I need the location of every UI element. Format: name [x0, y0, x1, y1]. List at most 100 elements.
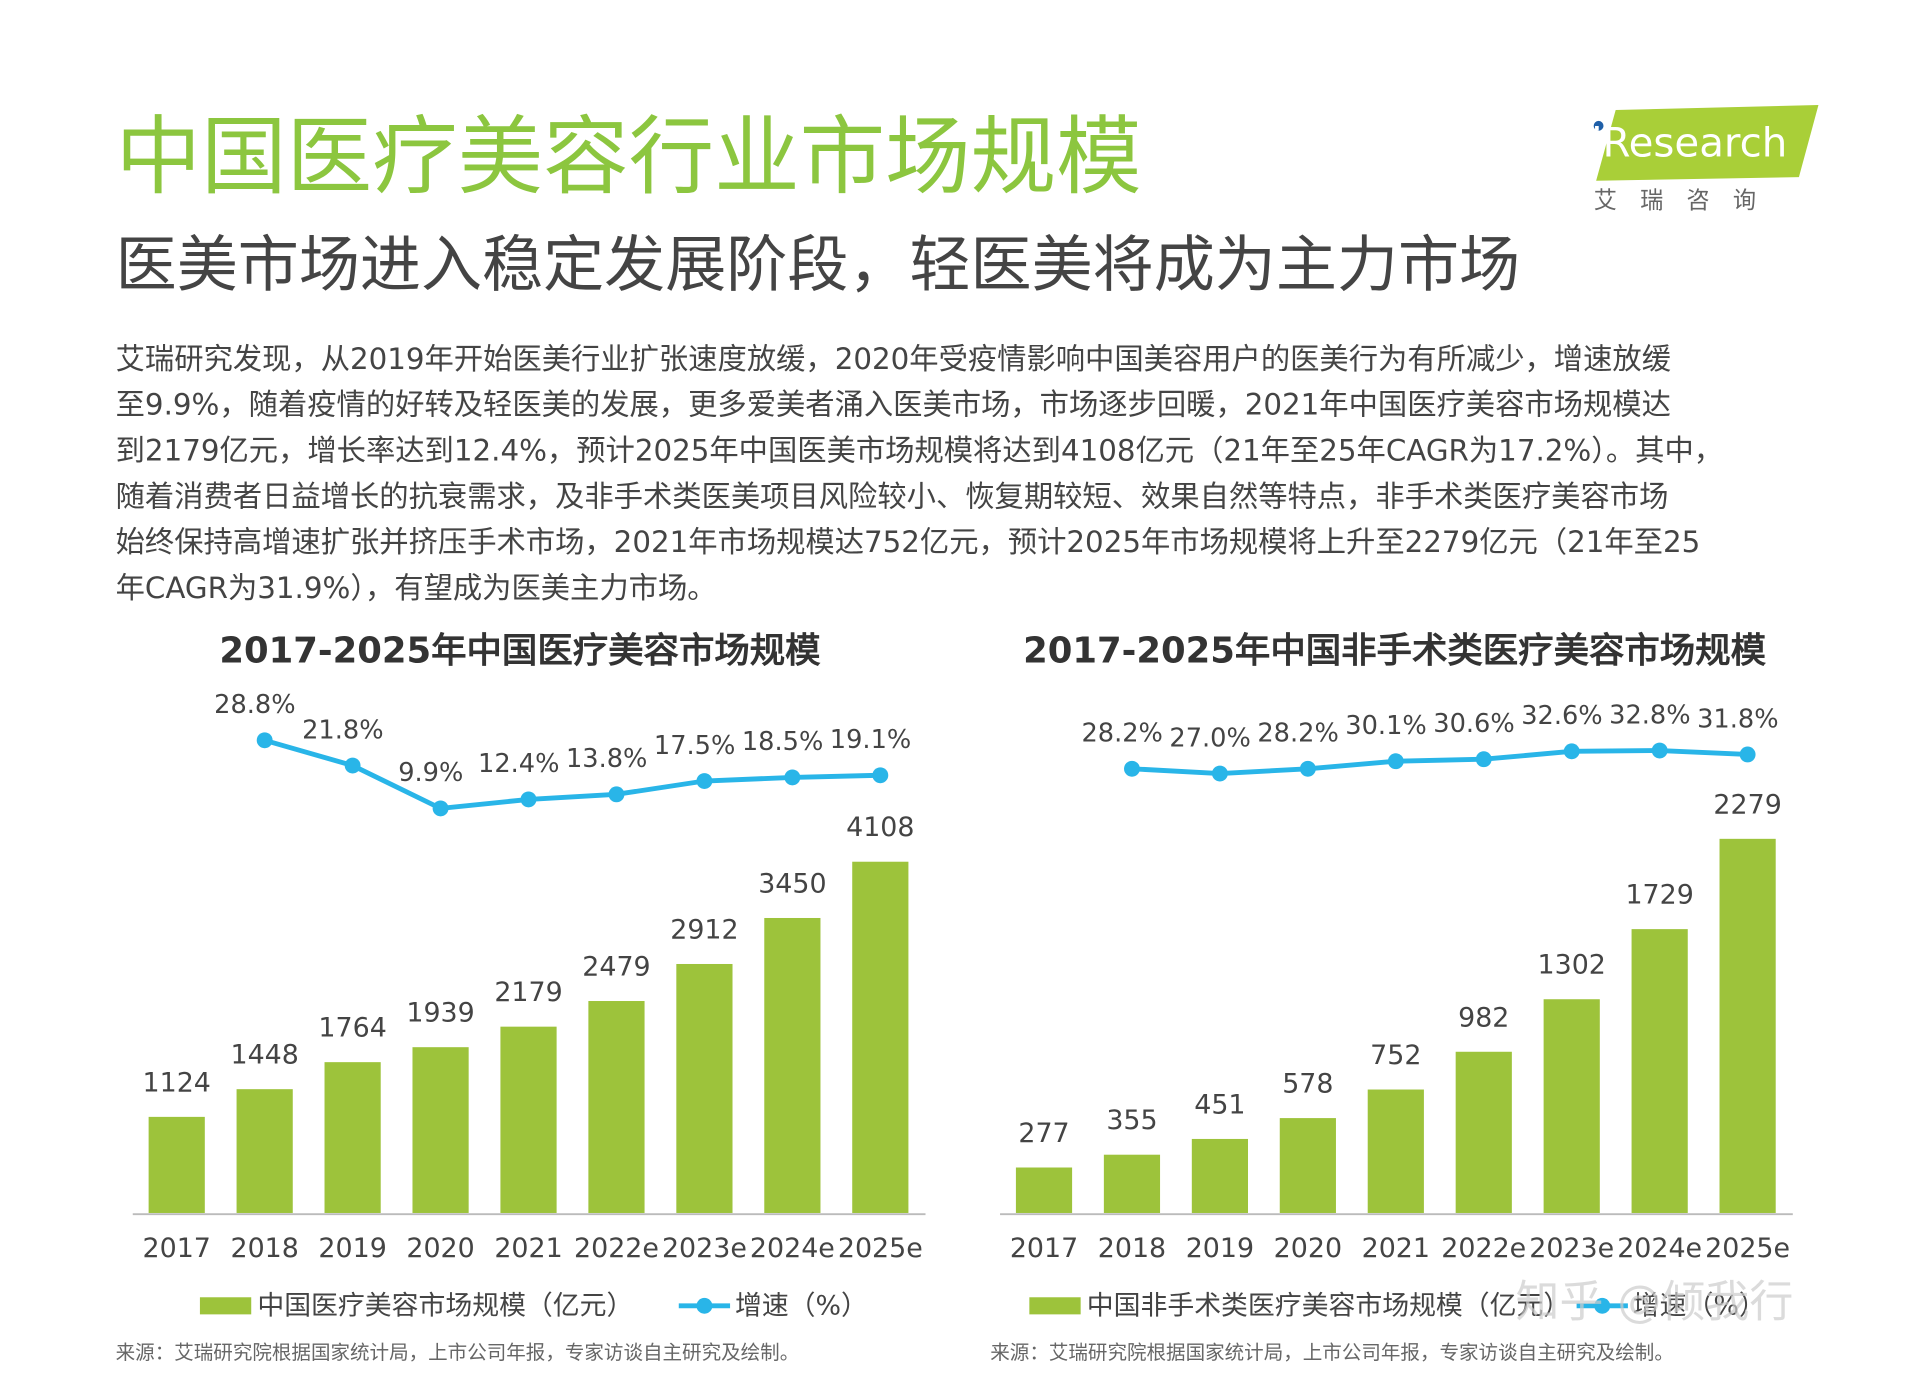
growth-label: 31.8% — [1697, 704, 1778, 734]
x-tick-label: 2025e — [1705, 1233, 1790, 1264]
x-tick-label: 2024e — [750, 1233, 835, 1264]
growth-point — [1387, 753, 1404, 770]
bar-label: 3450 — [758, 869, 826, 900]
bar-label: 1302 — [1538, 950, 1606, 981]
legend-label: 中国医疗美容市场规模（亿元） — [257, 1291, 633, 1322]
bar-label: 4108 — [846, 812, 914, 843]
x-tick-label: 2022e — [574, 1233, 659, 1264]
growth-label: 13.8% — [566, 744, 647, 774]
x-tick-label: 2025e — [838, 1233, 923, 1264]
body-text: 至9.9%，随着疫情的好转及轻医美的发展，更多爱美者涌入医美市场，市场逐步回暖，… — [116, 388, 1671, 422]
legend-label: 中国非手术类医疗美容市场规模（亿元） — [1087, 1291, 1570, 1322]
x-tick-label: 2019 — [318, 1233, 386, 1264]
bar-label: 355 — [1106, 1105, 1157, 1136]
chart-title: 2017-2025年中国非手术类医疗美容市场规模 — [1023, 630, 1766, 671]
bar-label: 1939 — [406, 998, 474, 1029]
x-tick-label: 2023e — [662, 1233, 747, 1264]
bar-label: 1729 — [1625, 880, 1693, 911]
growth-point — [608, 786, 625, 803]
watermark: 知乎 @倾我行 — [1516, 1277, 1794, 1328]
bar — [852, 861, 909, 1213]
growth-label: 19.1% — [830, 725, 911, 755]
growth-point — [1475, 751, 1492, 768]
x-tick-label: 2023e — [1529, 1233, 1614, 1264]
bar — [236, 1089, 293, 1213]
growth-label: 28.2% — [1257, 719, 1338, 749]
bar-label: 982 — [1458, 1002, 1509, 1033]
growth-point — [1299, 760, 1316, 777]
growth-label: 28.2% — [1081, 719, 1162, 749]
growth-point — [1124, 760, 1140, 777]
growth-label: 27.0% — [1169, 723, 1250, 753]
legend-swatch — [1029, 1297, 1081, 1315]
legend-label: 增速（%） — [1633, 1291, 1766, 1322]
legend-label: 增速（%） — [735, 1291, 868, 1322]
growth-point — [432, 800, 449, 817]
bar-label: 2179 — [494, 977, 562, 1008]
growth-point — [520, 791, 537, 808]
body-text: 艾瑞研究发现，从2019年开始医美行业扩张速度放缓，2020年受疫情影响中国美容… — [116, 342, 1671, 376]
bar — [1191, 1138, 1249, 1213]
x-tick-label: 2022e — [1441, 1233, 1526, 1264]
growth-label: 12.4% — [478, 749, 559, 779]
growth-label: 30.6% — [1433, 709, 1514, 739]
growth-label: 17.5% — [654, 731, 735, 761]
growth-label: 30.1% — [1345, 711, 1426, 741]
growth-label: 32.8% — [1609, 700, 1690, 730]
legend-swatch-dot — [1594, 1297, 1611, 1314]
bar — [588, 1001, 645, 1213]
bar — [1631, 929, 1688, 1213]
bar — [1543, 999, 1600, 1213]
x-tick-label: 2018 — [230, 1233, 298, 1264]
bar — [1367, 1089, 1424, 1213]
bar — [1719, 838, 1776, 1213]
x-tick-label: 2018 — [1098, 1233, 1166, 1264]
body-text: 到2179亿元，增长率达到12.4%，预计2025年中国医美市场规模将达到410… — [116, 433, 1723, 467]
growth-point — [784, 769, 801, 786]
logo-cn: 艾 瑞 咨 询 — [1594, 187, 1756, 214]
logo: iResearch — [1591, 119, 1787, 166]
bar-label: 1124 — [143, 1067, 211, 1098]
growth-label: 9.9% — [398, 758, 463, 788]
source: 来源：艾瑞研究院根据国家统计局，上市公司年报，专家访谈自主研究及绘制。 — [990, 1341, 1674, 1364]
bar-label: 2279 — [1713, 789, 1781, 820]
x-tick-label: 2021 — [1362, 1233, 1430, 1264]
bar — [148, 1116, 205, 1213]
body-text: 年CAGR为31.9%），有望成为医美主力市场。 — [116, 571, 717, 605]
legend-swatch — [199, 1297, 252, 1315]
growth-point — [1563, 743, 1580, 760]
growth-label: 21.8% — [302, 715, 383, 745]
bar-label: 578 — [1282, 1069, 1333, 1100]
growth-point — [256, 732, 273, 749]
body-text: 随着消费者日益增长的抗衰需求，及非手术类医美项目风险较小、恢复期较短、效果自然等… — [116, 479, 1669, 513]
bar — [1455, 1051, 1512, 1213]
bar-label: 1764 — [318, 1013, 386, 1044]
source: 来源：艾瑞研究院根据国家统计局，上市公司年报，专家访谈自主研究及绘制。 — [116, 1341, 800, 1364]
x-tick-label: 2019 — [1186, 1233, 1254, 1264]
x-tick-label: 2017 — [1010, 1233, 1078, 1264]
bar — [412, 1047, 469, 1213]
growth-point — [344, 757, 361, 774]
bar — [676, 963, 733, 1213]
logo-dot — [1593, 120, 1604, 131]
growth-point — [696, 773, 713, 789]
bar — [1015, 1167, 1073, 1213]
growth-point — [1211, 765, 1228, 782]
growth-label: 32.6% — [1521, 701, 1602, 731]
bar-label: 451 — [1194, 1089, 1245, 1120]
subtitle: 医美市场进入稳定发展阶段，轻医美将成为主力市场 — [116, 229, 1520, 300]
bar-label: 2479 — [582, 952, 650, 983]
legend-swatch-dot — [696, 1297, 713, 1314]
chart-title: 2017-2025年中国医疗美容市场规模 — [219, 630, 821, 671]
growth-label: 18.5% — [742, 727, 823, 757]
x-tick-label: 2017 — [143, 1233, 211, 1264]
bar-label: 277 — [1018, 1118, 1069, 1149]
bar — [764, 917, 821, 1213]
growth-point — [1739, 746, 1756, 763]
growth-line — [263, 737, 881, 811]
bar — [324, 1062, 381, 1213]
bar-label: 1448 — [230, 1040, 298, 1071]
bar — [500, 1026, 557, 1213]
bar — [1279, 1118, 1336, 1213]
x-tick-label: 2024e — [1617, 1233, 1702, 1264]
